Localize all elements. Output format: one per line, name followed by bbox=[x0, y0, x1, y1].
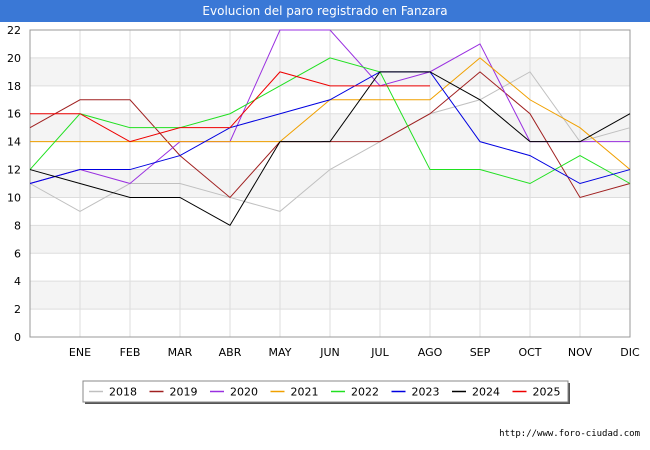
legend-label-2021: 2021 bbox=[291, 386, 319, 399]
x-tick-label: SEP bbox=[470, 346, 491, 359]
y-tick-label: 12 bbox=[7, 164, 21, 177]
series-line-2024 bbox=[29, 71, 631, 227]
series-line-2022 bbox=[29, 57, 631, 185]
y-tick-label: 10 bbox=[7, 191, 21, 204]
x-tick-label: AGO bbox=[418, 346, 443, 359]
x-tick-label: MAR bbox=[168, 346, 193, 359]
legend-box bbox=[82, 380, 569, 403]
x-tick-label: MAY bbox=[269, 346, 292, 359]
y-tick-labels: 0 2 4 6 8 10 12 14 16 18 20 22 bbox=[7, 24, 21, 344]
legend-label-2024: 2024 bbox=[472, 386, 500, 399]
y-tick-label: 8 bbox=[14, 219, 21, 232]
legend-label-2019: 2019 bbox=[170, 386, 198, 399]
series-line-2025 bbox=[30, 71, 430, 143]
y-tick-label: 22 bbox=[7, 24, 21, 37]
x-tick-label: ABR bbox=[219, 346, 242, 359]
x-tick-label: JUN bbox=[319, 346, 340, 359]
y-tick-label: 6 bbox=[14, 247, 21, 260]
y-tick-label: 2 bbox=[14, 303, 21, 316]
legend-label-2018: 2018 bbox=[109, 386, 137, 399]
y-tick-label: 16 bbox=[7, 108, 21, 121]
legend-label-2022: 2022 bbox=[351, 386, 379, 399]
x-tick-labels: ENE FEB MAR ABR MAY JUN JUL AGO SEP OCT NOV DIC bbox=[69, 346, 640, 359]
y-tick-label: 14 bbox=[7, 136, 21, 149]
x-tick-label: ENE bbox=[69, 346, 91, 359]
chart-title: Evolucion del paro registrado en Fanzara bbox=[0, 0, 650, 22]
series-line-2023 bbox=[29, 71, 631, 185]
legend-label-2023: 2023 bbox=[412, 386, 440, 399]
x-tick-label: JUL bbox=[370, 346, 389, 359]
x-tick-label: NOV bbox=[568, 346, 593, 359]
series-lines bbox=[29, 29, 631, 227]
x-tick-label: OCT bbox=[518, 346, 541, 359]
y-tick-label: 4 bbox=[14, 275, 21, 288]
legend: 2018 2019 2020 2021 2022 2023 2024 2025 bbox=[82, 380, 570, 404]
legend-label-2020: 2020 bbox=[230, 386, 258, 399]
x-tick-label: FEB bbox=[120, 346, 141, 359]
x-tick-label: DIC bbox=[620, 346, 640, 359]
y-tick-label: 0 bbox=[14, 331, 21, 344]
source-credit: http://www.foro-ciudad.com bbox=[499, 429, 640, 439]
y-tick-label: 20 bbox=[7, 52, 21, 65]
y-tick-label: 18 bbox=[7, 80, 21, 93]
legend-label-2025: 2025 bbox=[533, 386, 561, 399]
